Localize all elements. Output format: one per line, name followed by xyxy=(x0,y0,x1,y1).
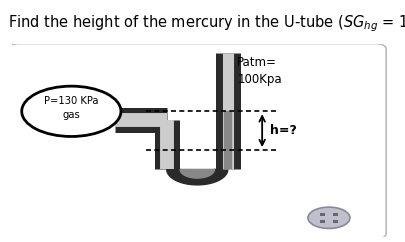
Text: Patm=
100Kpa: Patm= 100Kpa xyxy=(237,56,281,86)
Polygon shape xyxy=(180,169,214,178)
Text: P=130 KPa
gas: P=130 KPa gas xyxy=(44,96,98,121)
Bar xyxy=(319,220,324,223)
Text: Find the height of the mercury in the U-tube ($SG_{hg}$ = 13.6).: Find the height of the mercury in the U-… xyxy=(8,13,405,34)
FancyBboxPatch shape xyxy=(9,44,385,239)
Polygon shape xyxy=(166,169,227,185)
Bar xyxy=(333,220,337,223)
Bar xyxy=(319,213,324,216)
Text: h=?: h=? xyxy=(269,124,296,137)
Circle shape xyxy=(22,86,121,136)
Bar xyxy=(333,213,337,216)
Circle shape xyxy=(307,207,349,228)
